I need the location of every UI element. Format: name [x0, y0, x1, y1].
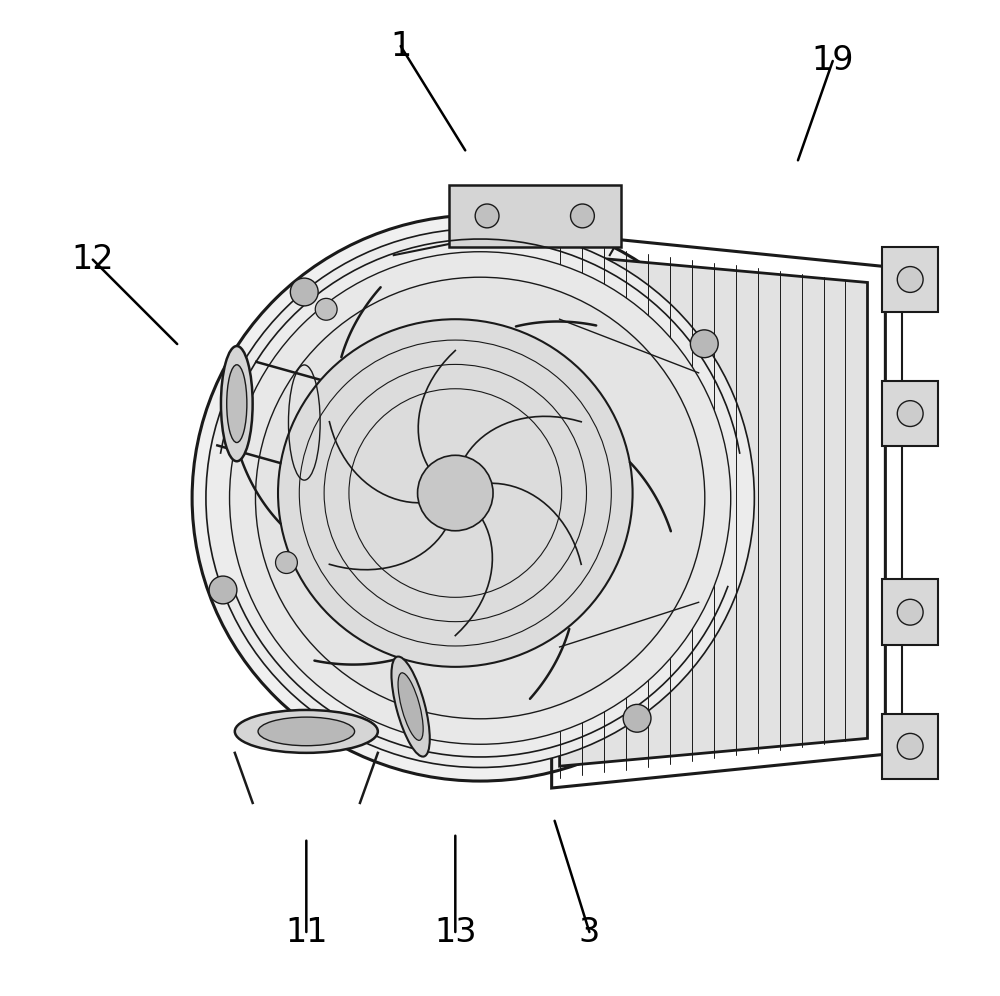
- Text: 13: 13: [434, 915, 477, 948]
- Circle shape: [690, 330, 718, 358]
- Circle shape: [209, 576, 237, 604]
- Ellipse shape: [278, 320, 633, 667]
- Ellipse shape: [230, 252, 731, 744]
- Circle shape: [571, 204, 594, 228]
- Circle shape: [897, 267, 923, 293]
- Circle shape: [276, 552, 297, 574]
- Circle shape: [475, 204, 499, 228]
- Ellipse shape: [258, 717, 355, 746]
- Ellipse shape: [255, 277, 705, 719]
- Circle shape: [897, 733, 923, 759]
- Text: 12: 12: [71, 243, 114, 276]
- Ellipse shape: [192, 215, 768, 781]
- Ellipse shape: [227, 365, 247, 442]
- Circle shape: [897, 600, 923, 625]
- Circle shape: [623, 704, 651, 732]
- FancyBboxPatch shape: [882, 713, 938, 779]
- Circle shape: [897, 400, 923, 426]
- Polygon shape: [560, 255, 867, 766]
- Ellipse shape: [391, 656, 430, 757]
- Circle shape: [315, 299, 337, 320]
- Text: 3: 3: [579, 915, 600, 948]
- Ellipse shape: [206, 228, 754, 768]
- Text: 1: 1: [390, 30, 411, 63]
- Text: 11: 11: [285, 915, 328, 948]
- Ellipse shape: [235, 710, 378, 753]
- FancyBboxPatch shape: [882, 247, 938, 313]
- FancyBboxPatch shape: [449, 184, 621, 247]
- FancyBboxPatch shape: [882, 580, 938, 645]
- Circle shape: [418, 455, 493, 531]
- Circle shape: [290, 278, 318, 306]
- Ellipse shape: [221, 346, 253, 461]
- Text: 19: 19: [811, 45, 854, 78]
- FancyBboxPatch shape: [882, 380, 938, 446]
- Ellipse shape: [398, 673, 423, 740]
